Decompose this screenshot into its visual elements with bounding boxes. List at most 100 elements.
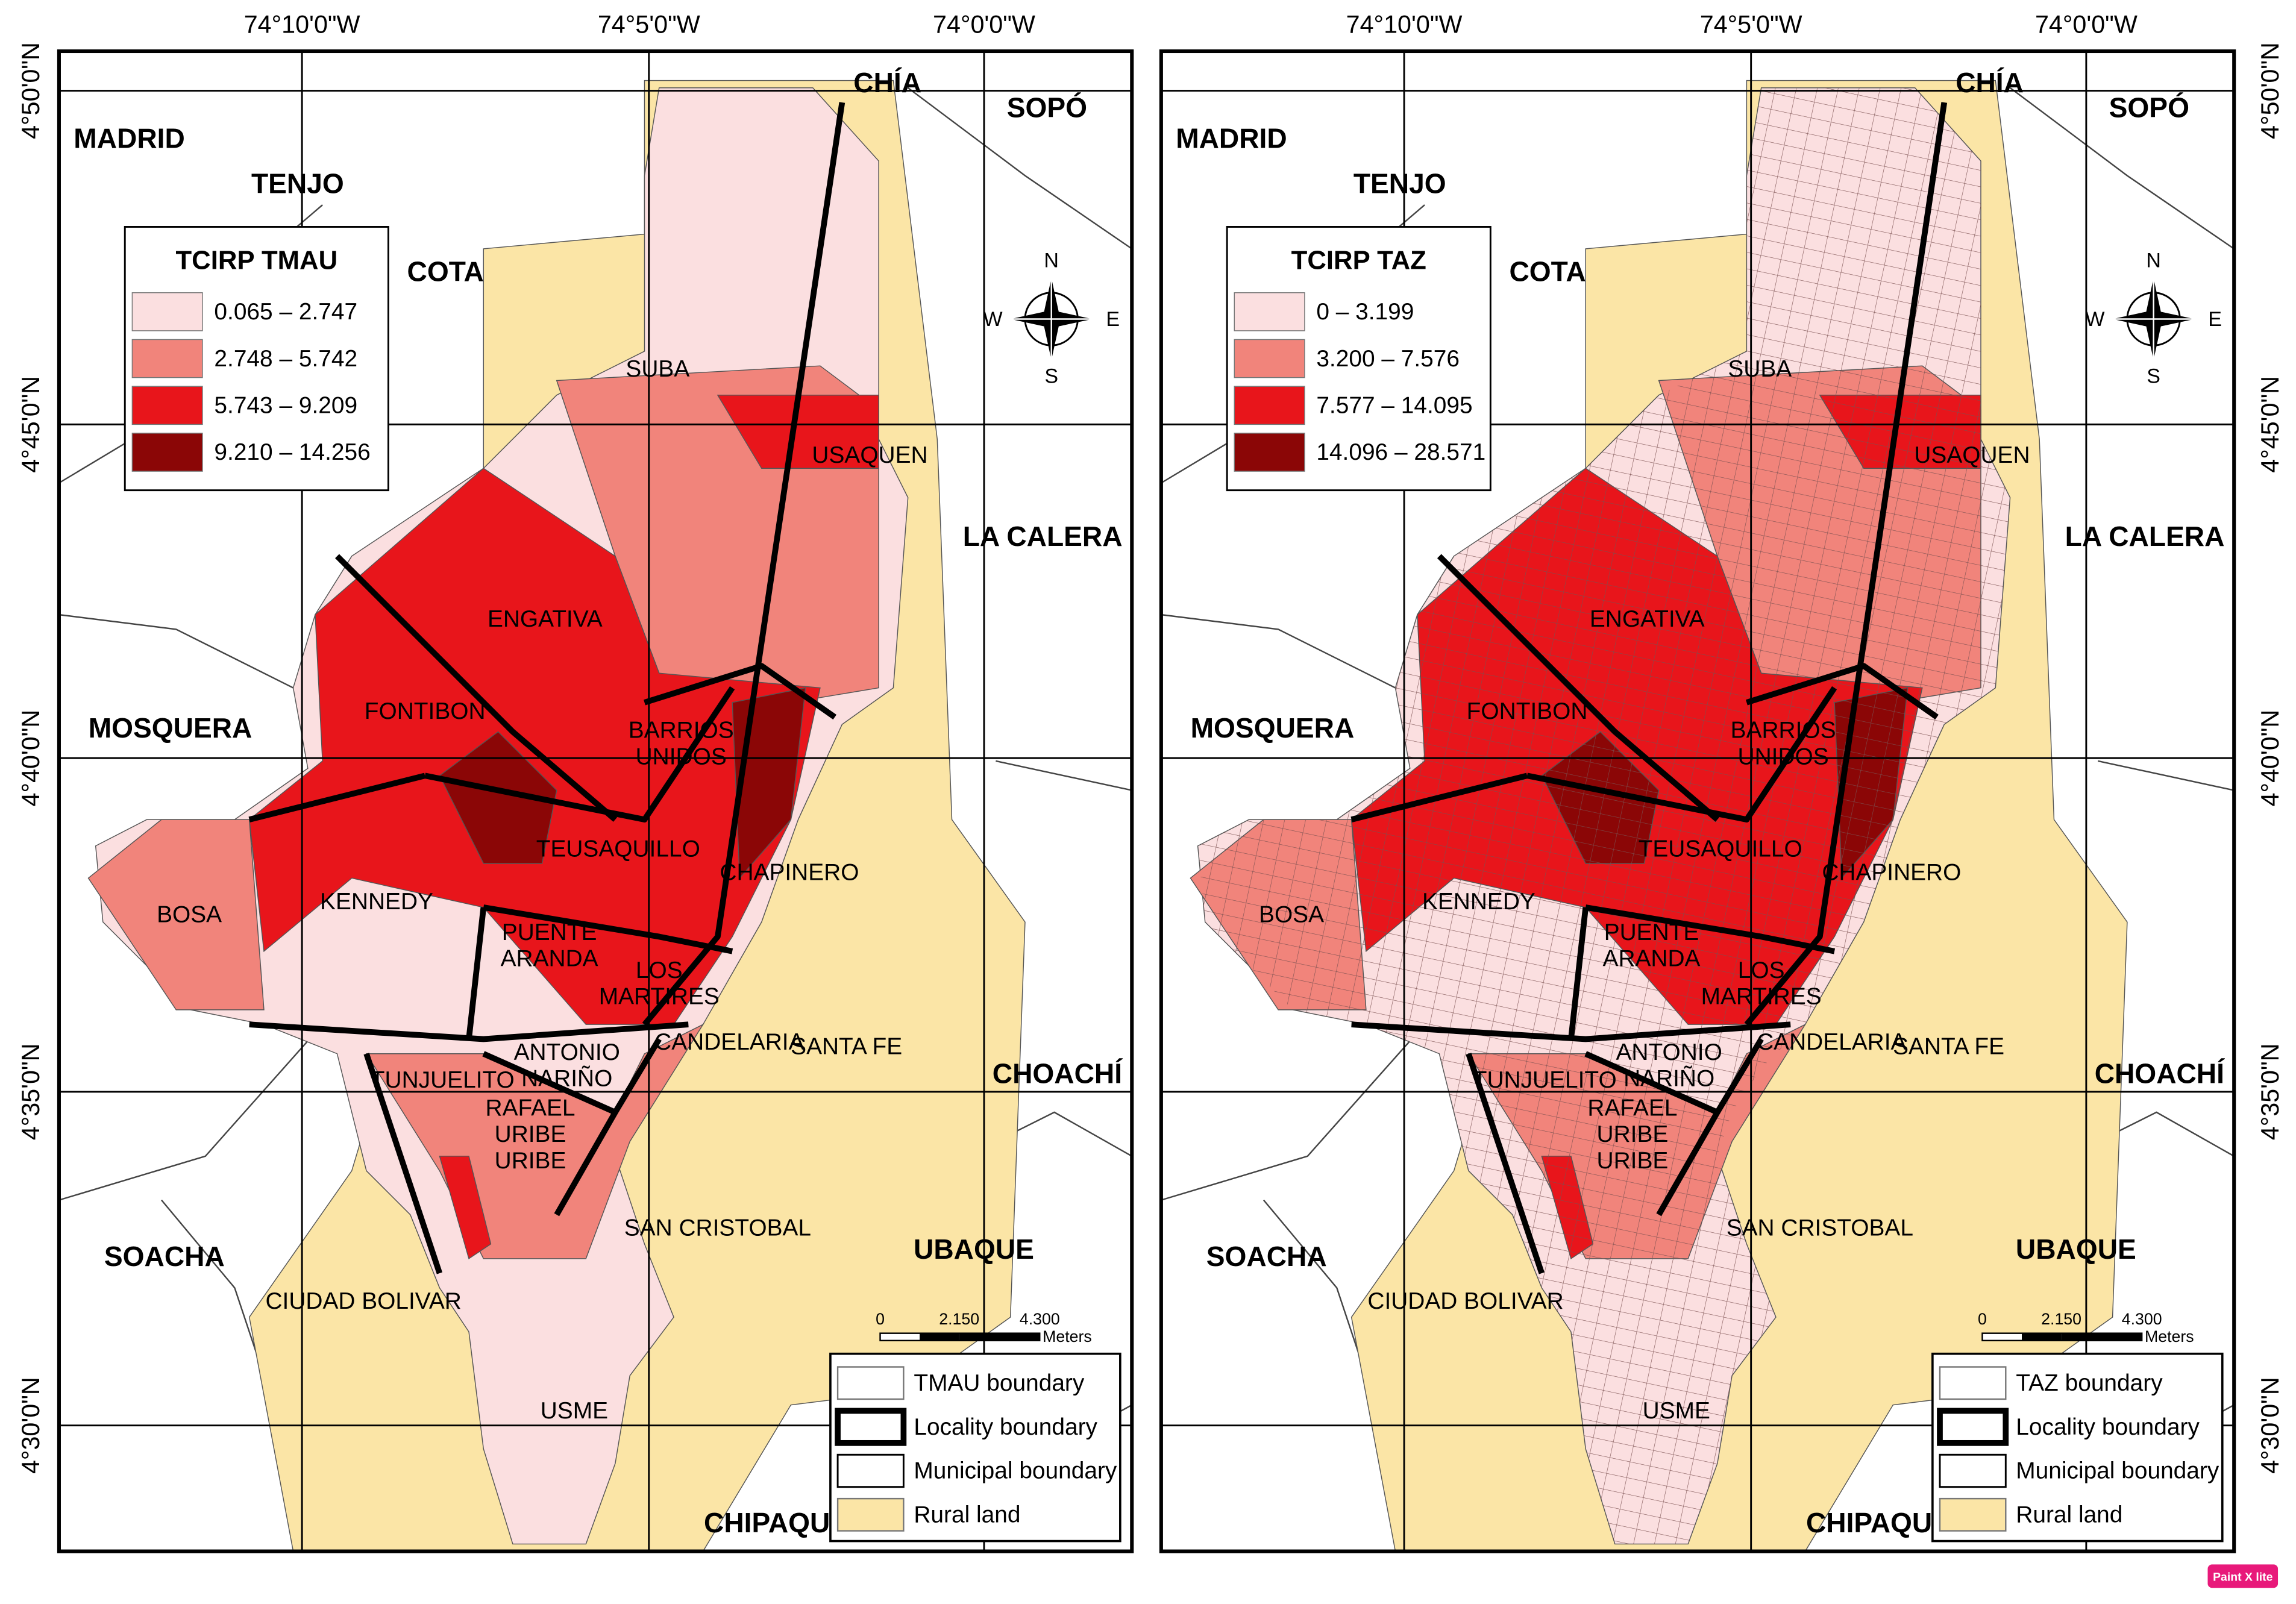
legend-label: 7.577 – 14.095 (1316, 392, 1472, 418)
latitude-label: 4°30'0"N (17, 1377, 45, 1474)
latitude-label: 4°45'0"N (17, 376, 45, 473)
scale-unit: Meters (1043, 1327, 1092, 1346)
place-label: ANTONIO (1616, 1039, 1722, 1065)
latitude-label: 4°50'0"N (2256, 42, 2284, 139)
latitude-label: 4°40'0"N (17, 710, 45, 807)
municipal-boundary (2009, 87, 2235, 249)
locality-boundary (644, 663, 837, 720)
place-label: ENGATIVA (488, 606, 603, 632)
place-label: CHIPAQUE (1806, 1507, 1951, 1538)
locality-boundary (1585, 904, 1836, 954)
place-label: ENGATIVA (1590, 606, 1705, 632)
place-label: CHOACHÍ (993, 1057, 1123, 1089)
compass-letter: W (983, 308, 1002, 331)
locality-boundary (1744, 102, 1948, 1027)
place-label: CHAPINERO (720, 859, 859, 885)
place-label: USME (541, 1398, 608, 1424)
place-label: BOSA (157, 902, 222, 928)
place-label: TEUSAQUILLO (1639, 836, 1802, 862)
place-label: SANTA FE (1893, 1033, 2004, 1059)
locality-boundary (363, 1053, 443, 1274)
legend-label: Rural land (914, 1502, 1020, 1528)
legend-label: 3.200 – 7.576 (1316, 346, 1460, 372)
place-label: BARRIOS (629, 718, 734, 744)
place-label: COTA (407, 255, 484, 287)
latitude-label: 4°50'0"N (17, 42, 45, 139)
compass-star (1008, 276, 1093, 360)
longitude-label: 74°0'0"W (933, 11, 1035, 39)
compass: N E S W (983, 249, 1120, 388)
latitude-label: 4°30'0"N (2256, 1377, 2284, 1474)
legend-title: TCIRP TAZ (1291, 245, 1426, 275)
compass-letter: W (2085, 308, 2104, 331)
legend-title: TCIRP TMAU (175, 245, 337, 275)
locality-boundary (483, 904, 733, 954)
municipal-boundary (58, 1024, 324, 1201)
place-label: FONTIBON (365, 698, 486, 724)
place-label: CANDELARIA (1757, 1029, 1906, 1055)
legend-swatch (1939, 1366, 2007, 1400)
place-label: CANDELARIA (654, 1029, 804, 1055)
place-label: PUENTE (1604, 919, 1699, 945)
municipal-boundary (2098, 760, 2235, 791)
place-label: PUENTE (502, 919, 597, 945)
panel-frame (1159, 49, 2236, 1553)
legend-swatch (131, 386, 203, 425)
legend-swatch (836, 1366, 905, 1400)
legend-label: 9.210 – 14.256 (214, 439, 370, 465)
place-label: URIBE (495, 1121, 566, 1147)
locality-boundary (1568, 907, 1589, 1040)
legend-label: Rural land (2016, 1502, 2122, 1528)
place-label: UBAQUE (2016, 1233, 2136, 1265)
place-label: SOPÓ (2109, 92, 2189, 123)
place-label: LOS (1738, 957, 1785, 983)
place-label: CHÍA (1956, 67, 2024, 98)
legend-label: 14.096 – 28.571 (1316, 439, 1485, 465)
place-label: KENNEDY (320, 889, 433, 915)
compass-letter: N (1044, 249, 1059, 272)
locality-boundary (1526, 686, 1837, 823)
latitude-label: 4°35'0"N (2256, 1044, 2284, 1141)
place-label: LA CALERA (2065, 521, 2225, 552)
legend-label: Locality boundary (914, 1414, 1097, 1440)
place-label: TENJO (251, 168, 344, 199)
legend-label: 0 – 3.199 (1316, 299, 1414, 325)
place-label: MOSQUERA (89, 712, 252, 744)
place-label: ARANDA (1603, 946, 1701, 972)
place-label: MARTIRES (1701, 984, 1822, 1010)
municipal-boundary (996, 760, 1132, 791)
place-label: CHAPINERO (1822, 859, 1961, 885)
panel-frame (57, 49, 1134, 1553)
watermark-badge (2207, 1564, 2279, 1588)
place-label: UBAQUE (914, 1233, 1034, 1265)
municipal-boundary (1161, 613, 1396, 689)
longitude-label: 74°10'0"W (244, 11, 360, 39)
scale-label: 4.300 (2122, 1310, 2162, 1328)
place-label: MADRID (1176, 122, 1287, 154)
place-label: CIUDAD BOLIVAR (1367, 1288, 1563, 1314)
longitude-label: 74°5'0"W (598, 11, 700, 39)
legend-label: Locality boundary (2016, 1414, 2200, 1440)
legend-swatch (131, 433, 203, 472)
locality-boundary (334, 554, 618, 822)
legend-swatch (835, 1408, 907, 1446)
legend-swatch (1234, 339, 1305, 378)
municipal-boundary (1161, 1024, 1425, 1201)
place-label: SUBA (626, 356, 689, 382)
municipal-boundary (907, 87, 1132, 249)
class-zone (439, 731, 557, 864)
locality-boundary (249, 1021, 689, 1042)
scale-label: 2.150 (2041, 1310, 2081, 1328)
compass-letter: S (1044, 365, 1058, 388)
compass: N E S W (2085, 249, 2222, 388)
place-label: SOPÓ (1007, 92, 1087, 123)
municipal-boundary (58, 613, 294, 689)
place-label: MARTIRES (599, 984, 720, 1010)
legend-label: 0.065 – 2.747 (214, 299, 357, 325)
place-label: SAN CRISTOBAL (1727, 1215, 1913, 1241)
longitude-label: 74°0'0"W (2035, 11, 2138, 39)
place-label: UNIDOS (1738, 744, 1829, 769)
place-label: USAQUEN (1914, 442, 2030, 468)
place-label: USAQUEN (812, 442, 927, 468)
